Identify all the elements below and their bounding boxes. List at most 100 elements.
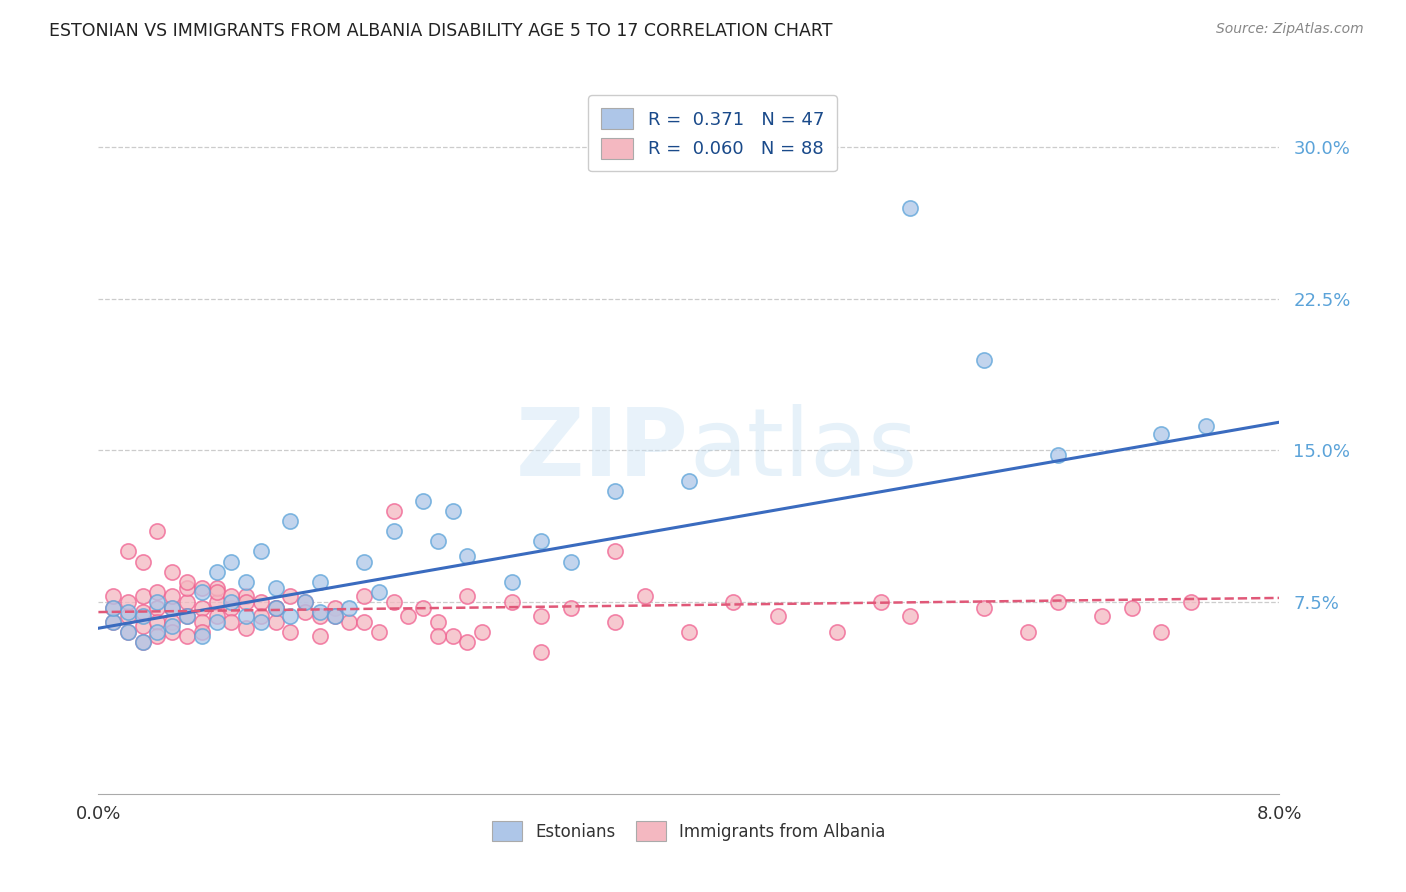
- Point: [766, 609, 789, 624]
- Point: [235, 589, 257, 603]
- Point: [1046, 448, 1070, 462]
- Point: [146, 595, 169, 609]
- Point: [457, 589, 479, 603]
- Point: [339, 601, 361, 615]
- Point: [264, 581, 287, 595]
- Point: [162, 625, 183, 640]
- Point: [323, 609, 346, 624]
- Point: [1180, 595, 1202, 609]
- Point: [280, 625, 302, 640]
- Point: [1091, 609, 1114, 624]
- Point: [530, 609, 553, 624]
- Point: [427, 629, 450, 643]
- Point: [1150, 625, 1173, 640]
- Point: [870, 595, 893, 609]
- Point: [132, 635, 155, 649]
- Point: [117, 625, 139, 640]
- Point: [441, 629, 464, 643]
- Point: [1018, 625, 1040, 640]
- Point: [146, 601, 169, 615]
- Point: [221, 589, 243, 603]
- Point: [221, 555, 243, 569]
- Point: [353, 555, 375, 569]
- Point: [1195, 419, 1218, 434]
- Point: [235, 621, 257, 635]
- Point: [323, 601, 346, 615]
- Point: [560, 601, 582, 615]
- Point: [309, 574, 332, 589]
- Point: [176, 574, 198, 589]
- Point: [132, 605, 155, 619]
- Point: [162, 565, 183, 579]
- Point: [1046, 595, 1070, 609]
- Text: Source: ZipAtlas.com: Source: ZipAtlas.com: [1216, 22, 1364, 37]
- Point: [398, 609, 420, 624]
- Point: [191, 581, 214, 595]
- Point: [103, 601, 125, 615]
- Point: [530, 534, 553, 549]
- Point: [412, 494, 434, 508]
- Point: [501, 595, 523, 609]
- Point: [973, 352, 995, 367]
- Point: [191, 601, 214, 615]
- Point: [973, 601, 995, 615]
- Point: [103, 601, 125, 615]
- Point: [176, 581, 198, 595]
- Point: [117, 605, 139, 619]
- Point: [678, 625, 700, 640]
- Point: [162, 601, 183, 615]
- Point: [634, 589, 657, 603]
- Point: [205, 565, 228, 579]
- Point: [294, 605, 316, 619]
- Point: [412, 601, 434, 615]
- Point: [103, 589, 125, 603]
- Point: [162, 589, 183, 603]
- Point: [427, 615, 450, 630]
- Point: [427, 534, 450, 549]
- Point: [205, 595, 228, 609]
- Point: [176, 609, 198, 624]
- Point: [309, 605, 332, 619]
- Point: [205, 609, 228, 624]
- Point: [368, 585, 391, 599]
- Point: [205, 615, 228, 630]
- Point: [457, 549, 479, 563]
- Point: [339, 615, 361, 630]
- Point: [117, 544, 139, 558]
- Point: [264, 601, 287, 615]
- Point: [146, 629, 169, 643]
- Point: [132, 609, 155, 624]
- Point: [103, 615, 125, 630]
- Point: [205, 581, 228, 595]
- Point: [191, 625, 214, 640]
- Point: [132, 619, 155, 633]
- Point: [221, 615, 243, 630]
- Point: [441, 504, 464, 518]
- Text: atlas: atlas: [689, 404, 917, 497]
- Point: [605, 615, 627, 630]
- Point: [825, 625, 848, 640]
- Legend: Estonians, Immigrants from Albania: Estonians, Immigrants from Albania: [485, 814, 893, 847]
- Point: [678, 474, 700, 488]
- Point: [117, 609, 139, 624]
- Point: [471, 625, 494, 640]
- Point: [294, 595, 316, 609]
- Point: [162, 619, 183, 633]
- Point: [235, 609, 257, 624]
- Point: [900, 201, 922, 215]
- Point: [382, 504, 405, 518]
- Point: [176, 609, 198, 624]
- Point: [162, 615, 183, 630]
- Point: [103, 615, 125, 630]
- Point: [221, 601, 243, 615]
- Point: [1150, 427, 1173, 442]
- Point: [294, 595, 316, 609]
- Point: [191, 629, 214, 643]
- Point: [382, 595, 405, 609]
- Point: [146, 615, 169, 630]
- Point: [191, 585, 214, 599]
- Point: [191, 615, 214, 630]
- Point: [605, 483, 627, 498]
- Point: [457, 635, 479, 649]
- Point: [309, 629, 332, 643]
